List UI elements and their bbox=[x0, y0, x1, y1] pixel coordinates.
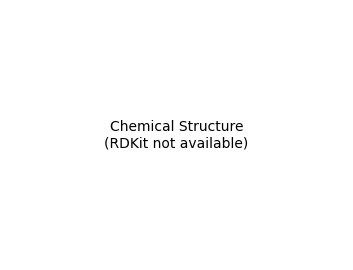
Text: Chemical Structure
(RDKit not available): Chemical Structure (RDKit not available) bbox=[104, 120, 249, 150]
